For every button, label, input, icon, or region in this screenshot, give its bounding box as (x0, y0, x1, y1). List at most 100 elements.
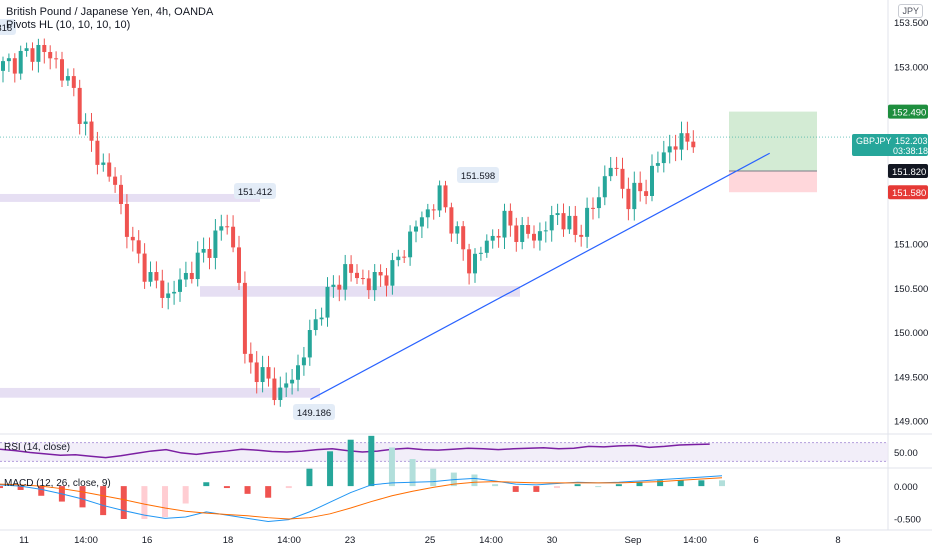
candle-body (679, 133, 684, 150)
candle-body (77, 87, 82, 124)
candle-body (54, 58, 59, 60)
candle-body (260, 367, 265, 383)
entry-price-label: 151.820 (892, 167, 926, 178)
candle-body (42, 44, 47, 53)
candle-body (6, 58, 11, 62)
swing-label-box (0, 19, 16, 35)
candle-body (626, 188, 631, 210)
macd-histogram-bar (471, 474, 478, 487)
candle-body (319, 317, 324, 320)
support-zone (0, 193, 260, 202)
candle-body (461, 226, 466, 250)
rsi-line (0, 443, 710, 459)
support-zone (0, 387, 320, 398)
candle-body (101, 162, 106, 165)
candle-body (201, 248, 206, 253)
candle-body (526, 225, 531, 234)
candle-body (655, 163, 660, 166)
candle-body (384, 275, 389, 286)
candle-body (207, 248, 212, 258)
candle-body (136, 240, 141, 254)
macd-histogram-bar (677, 480, 684, 487)
swing-label-box (234, 183, 276, 199)
candle-body (71, 76, 76, 88)
candle-body (325, 286, 330, 318)
y-tick-label: 149.000 (894, 417, 928, 428)
candle-body (124, 203, 129, 237)
candle-body (573, 215, 578, 235)
macd-histogram-bar (79, 486, 86, 508)
macd-histogram-bar (327, 451, 334, 487)
candle-body (437, 185, 442, 211)
candle-body (313, 319, 318, 331)
candle-body (543, 230, 548, 232)
rsi-tick-label: 50.00 (894, 448, 918, 459)
candle-body (248, 353, 253, 363)
macd-histogram-bar (17, 486, 24, 490)
macd-histogram-bar (512, 486, 519, 492)
candle-body (644, 191, 649, 196)
swing-label: 151.412 (234, 183, 276, 199)
x-tick-label: 18 (223, 535, 234, 546)
candle-body (502, 210, 507, 238)
macd-histogram-bar (244, 486, 251, 494)
candle-body (148, 272, 153, 282)
stop-zone (729, 170, 817, 193)
candle-body (154, 272, 159, 281)
y-tick-label: 150.000 (894, 328, 928, 339)
macd-histogram-bar (636, 482, 643, 487)
candle-body (591, 207, 595, 209)
candle-body (520, 225, 525, 242)
x-tick-label: 16 (142, 535, 153, 546)
candle-body (296, 365, 300, 380)
candle-body (12, 58, 17, 74)
candle-body (632, 182, 637, 210)
macd-histogram-bar (595, 486, 602, 488)
candle-body (372, 272, 377, 291)
macd-histogram-bar (223, 486, 230, 489)
candle-body (602, 176, 607, 198)
candle-body (195, 252, 200, 280)
candle-body (113, 176, 118, 185)
candle-body (172, 291, 177, 294)
candle-body (514, 225, 519, 242)
target-price-label-bg (888, 104, 928, 119)
candle-body (301, 357, 306, 366)
x-tick-label: 14:00 (74, 535, 98, 546)
macd-histogram-bar (100, 486, 107, 516)
candle-body (65, 76, 70, 81)
candle-body (219, 226, 224, 231)
candle-body (579, 234, 584, 237)
candle-body (166, 293, 171, 298)
candle-body (608, 167, 613, 177)
swing-label-text: 151.412 (238, 187, 272, 198)
candle-body (691, 141, 696, 148)
macd-histogram-bar (162, 486, 169, 518)
candle-body (231, 226, 236, 248)
x-tick-label: 11 (19, 535, 29, 546)
candle-body (585, 207, 590, 237)
stop-price-label-bg (888, 185, 928, 200)
rsi-band (0, 442, 888, 462)
candle-body (685, 133, 690, 142)
y-tick-label: 151.000 (894, 240, 928, 251)
candle-body (673, 146, 678, 150)
candle-body (337, 284, 342, 290)
candle-body (620, 168, 625, 189)
candle-body (402, 256, 407, 258)
candle-body (189, 272, 194, 280)
macd-histogram-bar (182, 486, 189, 504)
candle-body (443, 185, 448, 208)
candle-body (331, 284, 336, 287)
candle-body (36, 44, 41, 62)
candle-body (130, 236, 135, 241)
x-tick-label: 6 (753, 535, 758, 546)
swing-label-text: 149.186 (297, 408, 331, 419)
candle-body (343, 264, 348, 290)
macd-histogram-bar (38, 486, 45, 496)
candle-body (48, 52, 53, 59)
currency-button[interactable]: JPY (898, 4, 923, 18)
last-price-label: 152.203 (895, 136, 928, 146)
candle-body (408, 231, 413, 258)
